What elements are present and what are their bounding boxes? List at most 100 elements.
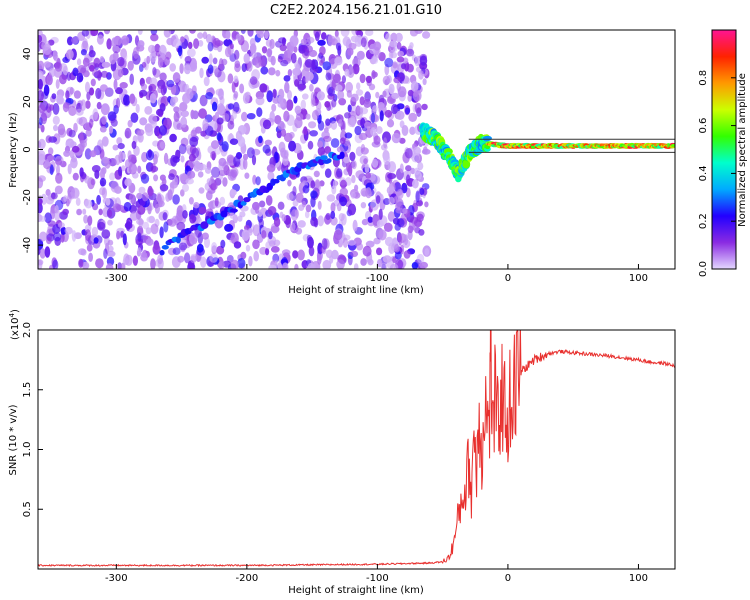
spectrogram-speckle [364, 163, 370, 174]
spectrogram-speckle [395, 110, 405, 121]
spectrogram-speckle [305, 204, 312, 213]
spectrogram-speckle [289, 35, 299, 47]
spectrogram-speckle [286, 99, 294, 111]
spectrogram-speckle [122, 233, 127, 246]
spectrogram-speckle [394, 243, 400, 253]
spectrogram-speckle [195, 126, 202, 134]
spectrogram-speckle [277, 101, 285, 108]
spectrogram-speckle [117, 143, 125, 150]
spectrogram-speckle [331, 98, 337, 108]
spectrogram-speckle [422, 146, 428, 154]
spectrogram-speckle [235, 33, 242, 41]
spectrogram-speckle [258, 218, 264, 229]
spectrogram-speckle [337, 119, 343, 128]
spectrogram-speckle [344, 112, 351, 119]
spectrogram-speckle [268, 67, 276, 76]
spectrogram-speckle [292, 67, 301, 76]
spectrogram-speckle [396, 41, 402, 50]
snr-x-tick-label: 100 [629, 573, 648, 584]
spectrogram-speckle [48, 147, 54, 156]
spectrogram-speckle [180, 116, 188, 128]
spectrogram-speckle [300, 38, 307, 46]
spectrogram-speckle [375, 91, 380, 99]
spectrogram-speckle [295, 192, 304, 203]
spectrogram-speckle [208, 53, 213, 65]
spectrogram-speckle [332, 180, 337, 189]
spectrogram-speckle [138, 186, 146, 194]
spectrogram-speckle [163, 30, 172, 38]
spectrogram-speckle [285, 217, 292, 229]
spectrogram-speckle [362, 245, 372, 257]
spectrogram-speckle [71, 36, 79, 44]
spectrogram-speckle [153, 174, 159, 182]
spectrogram-speckle [278, 141, 286, 153]
spectrogram-speckle [85, 100, 91, 109]
spectrogram-speckle [170, 154, 178, 167]
spectrogram-speckle [70, 187, 80, 199]
spectrogram-speckle [105, 263, 114, 269]
spectrogram-speckle [371, 175, 381, 185]
spectrogram-speckle [96, 34, 104, 45]
spectrogram-ridge-descending [175, 236, 181, 244]
spectrogram-speckle [259, 83, 268, 93]
spectrogram-speckle [382, 75, 391, 86]
spectrogram-speckle [75, 108, 84, 116]
spectrogram-speckle [271, 103, 277, 112]
spectrogram-speckle [241, 229, 250, 241]
spectrogram-y-tick-label: 40 [22, 48, 33, 61]
spectrogram-speckle [287, 179, 292, 187]
spectrogram-speckle [244, 172, 250, 179]
snr-x-tick-label: -200 [236, 573, 259, 584]
spectrogram-x-tick-label: -100 [366, 273, 389, 284]
spectrogram-speckle [206, 190, 213, 201]
spectrogram-speckle [173, 111, 180, 122]
spectrogram-speckle [189, 136, 199, 147]
spectrogram-ridge-descending [243, 197, 251, 203]
spectrogram-speckle [99, 187, 106, 196]
spectrogram-speckle [58, 128, 67, 138]
spectrogram-speckle [190, 255, 197, 264]
spectrogram-speckle [246, 113, 256, 120]
spectrogram-speckle [226, 169, 234, 177]
spectrogram-speckle [313, 170, 320, 178]
spectrogram-speckle [414, 102, 422, 114]
spectrogram-speckle [237, 136, 246, 148]
spectrogram-speckle [302, 185, 310, 194]
spectrogram-speckle [81, 30, 90, 37]
spectrogram-speckle [83, 214, 89, 224]
spectrogram-speckle [275, 69, 281, 77]
spectrogram-speckle [252, 201, 260, 211]
spectrogram-speckle [421, 103, 428, 111]
spectrogram-speckle [388, 196, 395, 206]
spectrogram-ridge-descending [320, 155, 328, 161]
spectrogram-speckle [98, 208, 103, 216]
spectrogram-speckle [191, 85, 197, 95]
spectrogram-ridge-main [483, 135, 492, 142]
colorbar-tick-label: 0.2 [698, 213, 709, 229]
spectrogram-speckle [281, 249, 291, 256]
spectrogram-speckle [405, 48, 415, 57]
spectrogram-speckle [323, 135, 332, 142]
spectrogram-speckle [138, 217, 144, 228]
spectrogram-speckle [383, 137, 388, 149]
spectrogram-speckle [66, 49, 74, 60]
spectrogram-speckle [86, 91, 91, 101]
spectrogram-speckle [122, 257, 130, 266]
spectrogram-speckle [136, 129, 145, 136]
spectrogram-speckle [252, 174, 257, 185]
spectrogram-x-tick-label: 0 [505, 273, 511, 284]
spectrogram-speckle [305, 71, 314, 81]
spectrogram-speckle [197, 32, 204, 39]
spectrogram-speckle [392, 61, 398, 69]
snr-x-tick-label: -300 [105, 573, 128, 584]
spectrogram-speckle [403, 234, 409, 246]
spectrogram-speckle [336, 146, 344, 153]
spectrogram-speckle [123, 94, 131, 106]
spectrogram-speckle [314, 179, 321, 189]
spectrogram-speckle [197, 171, 204, 178]
spectrogram-speckle [99, 177, 107, 187]
spectrogram-speckle [390, 263, 399, 269]
spectrogram-speckle [46, 74, 53, 86]
spectrogram-speckle [116, 137, 123, 145]
spectrogram-speckle [399, 244, 405, 255]
